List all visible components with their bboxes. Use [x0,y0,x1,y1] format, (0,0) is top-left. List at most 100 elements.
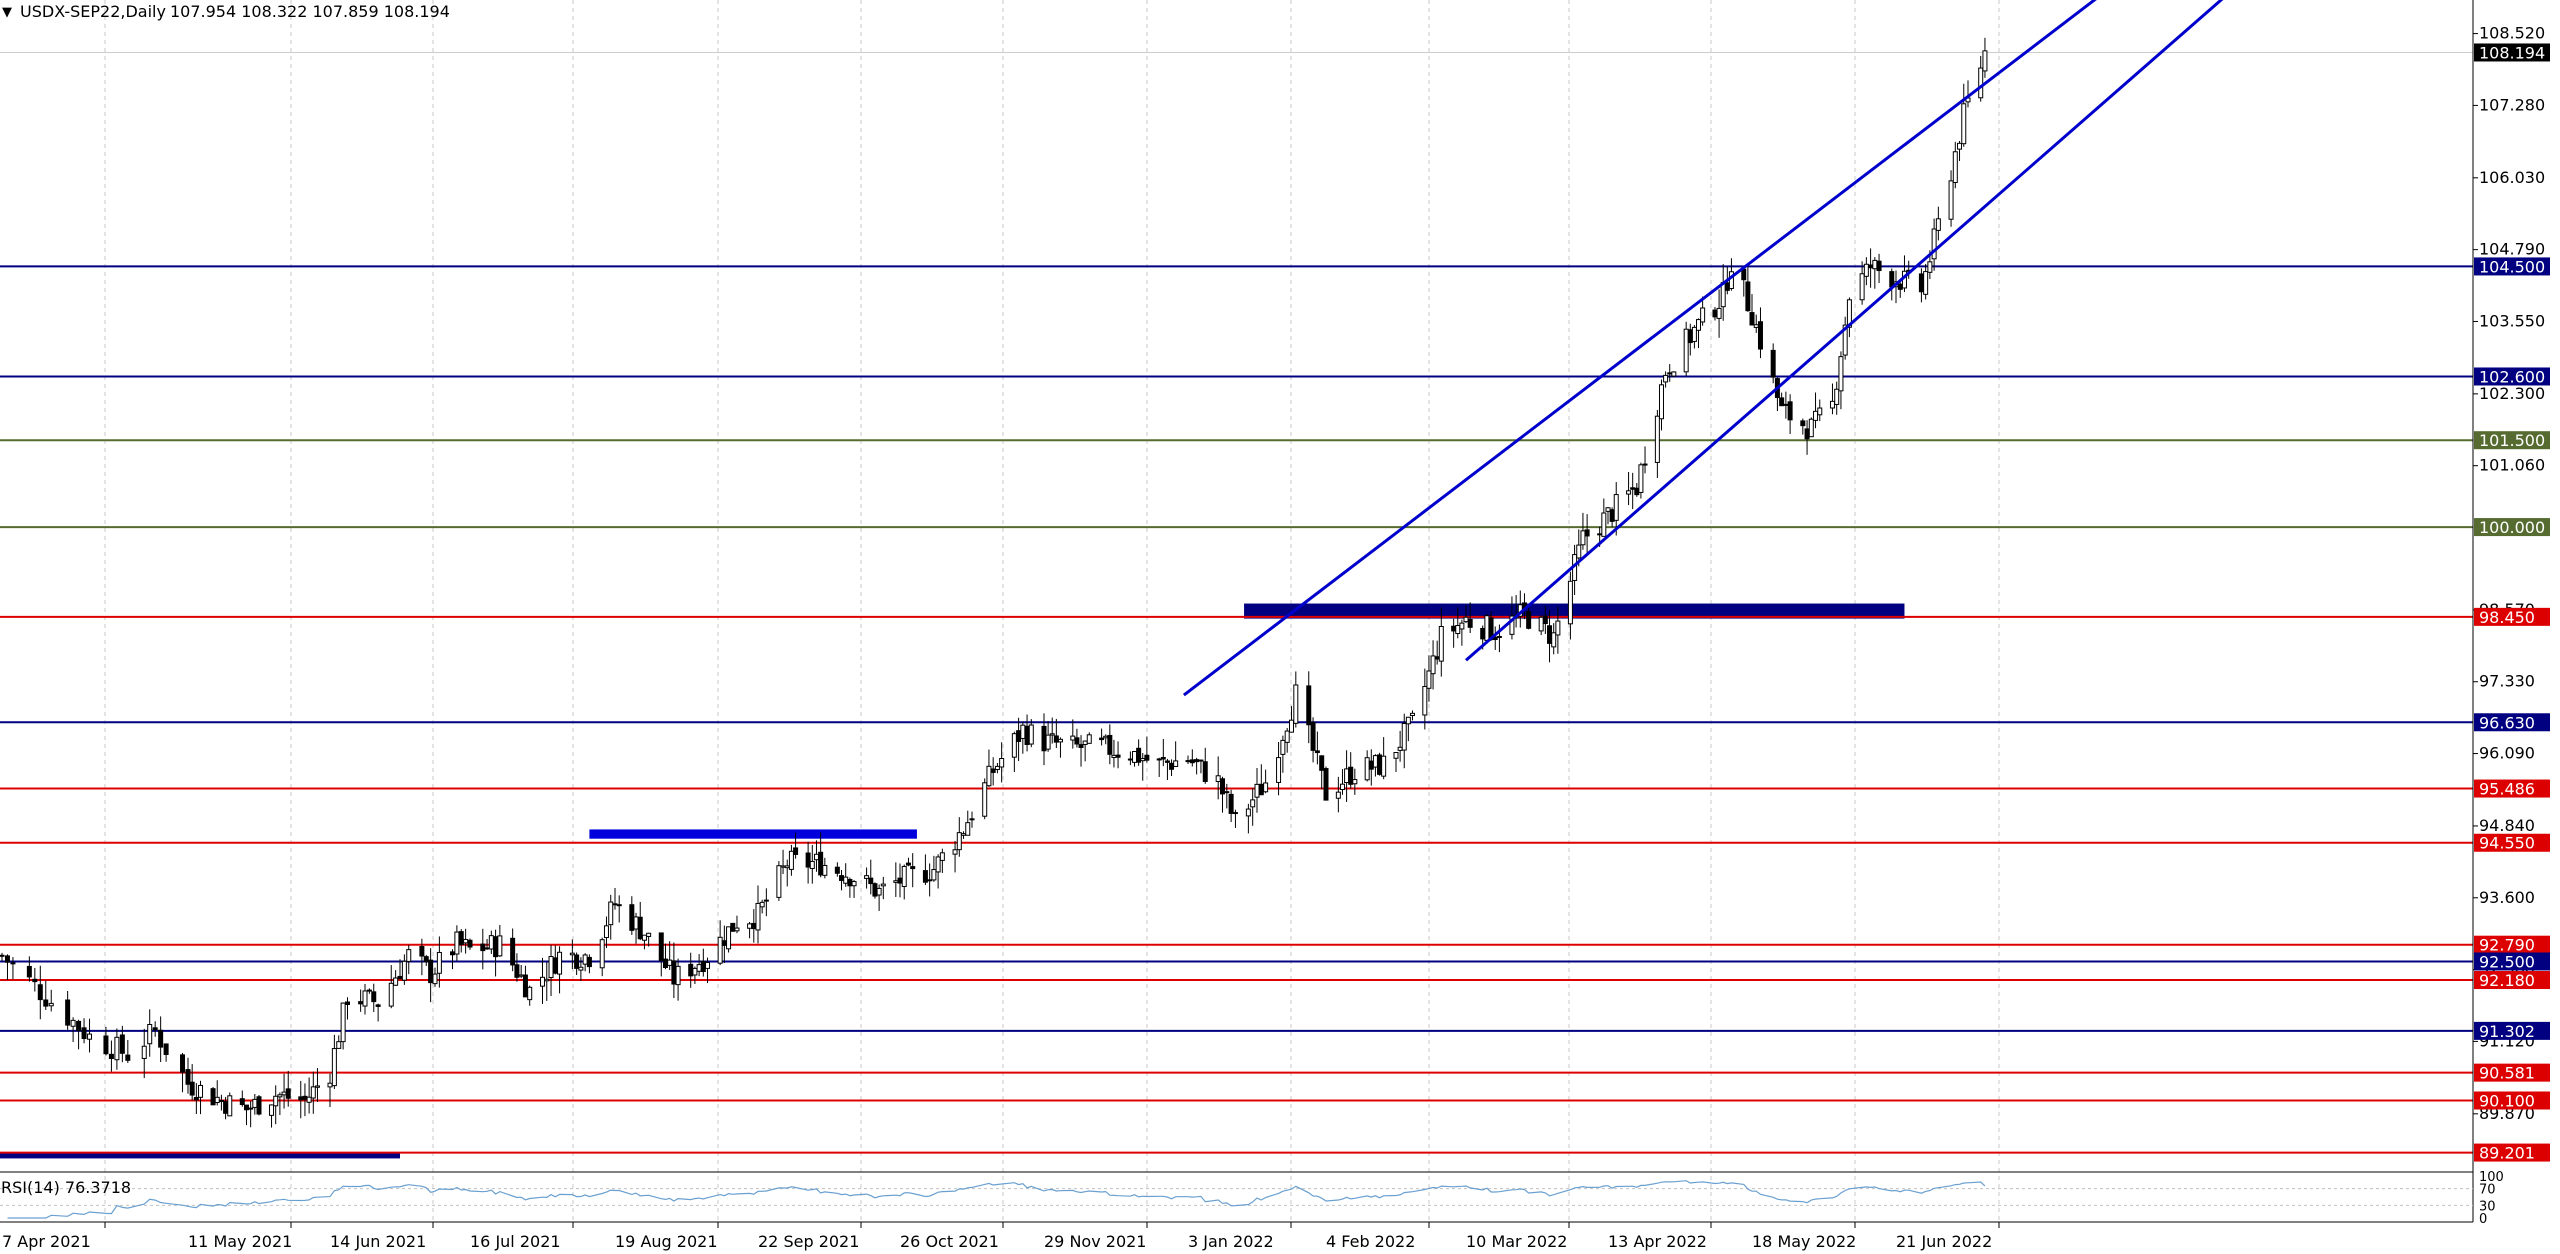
candle-body [419,946,425,957]
candle-body [1397,746,1403,751]
candle-body [1842,324,1848,356]
level-tag-box [2474,952,2550,971]
candle-body [185,1069,191,1085]
candle-body [397,975,403,980]
candle-body [1393,752,1399,759]
level-tag-text: 92.500 [2479,952,2535,971]
candle-body [358,1001,364,1005]
candle-body [152,1027,158,1031]
candle-body [119,1034,125,1054]
candle-body [147,1023,153,1045]
candle-body [256,1096,262,1115]
level-tag-box [2474,367,2550,386]
candle-body [248,1107,254,1110]
candle-body [1372,755,1378,768]
candle-body [1293,684,1299,724]
candle-body [1484,615,1490,641]
candle-body [1931,228,1937,260]
candle-body [1667,372,1673,375]
candle-body [956,832,962,851]
candle-body [813,853,819,861]
candle-body [484,947,490,950]
candle-body [1220,778,1225,795]
level-tag-text: 92.790 [2479,936,2535,955]
x-tick-label: 3 Jan 2022 [1188,1232,1274,1251]
candle-body [223,1101,229,1114]
candle-body [696,964,702,972]
candle-body [905,862,911,866]
rsi-line [7,1180,1986,1219]
level-tag-text: 90.100 [2479,1091,2535,1110]
trend-channel[interactable] [1182,0,2248,697]
candle-body [1923,271,1929,295]
candle-body [1567,580,1573,625]
candle-body [922,870,928,883]
candle-body [700,960,706,973]
candle-body [423,956,429,963]
level-tag-box [2474,1091,2550,1110]
candle-body [1144,754,1150,761]
candle-body [345,1001,350,1005]
candle-body [141,1045,147,1059]
candle-body [340,1002,346,1043]
candle-body [1576,544,1582,559]
x-tick-label: 26 Oct 2021 [900,1232,999,1251]
candle-body [1310,721,1316,751]
candle-body [218,1099,224,1102]
candle-body [1876,260,1882,272]
candle-body [705,961,711,969]
level-tag-box [2474,1143,2550,1162]
candle-body [1634,487,1640,496]
candle-body [1716,307,1722,319]
y-tick-label: 108.520 [2479,24,2545,43]
candle-body [1700,307,1706,323]
x-tick-label: 21 Jun 2022 [1896,1232,1992,1251]
candle-body [1099,737,1105,741]
candle-body [1086,734,1092,744]
candle-body [1194,759,1200,763]
candle-body [388,982,394,1007]
candle-body [582,954,588,965]
candle-body [1401,723,1407,751]
candle-body [1630,487,1636,490]
candle-body [843,876,849,884]
candle-body [1638,464,1644,493]
candle-body [1687,329,1693,344]
candle-body [458,931,464,946]
candle-body [76,1020,82,1032]
candle-body [1156,758,1162,761]
candle-body [805,852,811,868]
candle-body [1745,281,1751,312]
candle-body [1041,725,1047,752]
candle-body [1982,50,1988,72]
candle-body [641,934,647,941]
menu-triangle-icon[interactable]: ▼ [2,5,12,20]
candle-body [608,901,614,926]
candle-body [834,866,840,874]
candle-body [1202,761,1208,782]
candle-body [362,990,368,1007]
candle-body [730,922,736,932]
candle-body [1422,685,1428,716]
candle-body [331,1048,337,1087]
candle-body [366,989,372,992]
candle-body [1438,626,1444,662]
candle-body [1626,490,1632,495]
level-tag-text: 90.581 [2479,1064,2535,1083]
x-tick-label: 16 Jul 2021 [470,1232,561,1251]
candle-body [1164,760,1170,763]
level-tag-box [2474,431,2550,450]
candle-body [868,877,874,885]
candle-body [497,935,503,957]
candle-body [935,856,941,873]
horizontal-levels[interactable] [0,51,2473,1154]
candle-body [1480,627,1486,640]
candle-body [1804,428,1810,440]
candle-body [428,959,434,984]
x-tick-label: 7 Apr 2021 [2,1232,91,1251]
candle-body [1863,263,1869,277]
candle-body [961,833,967,836]
candle-body [1834,388,1840,405]
candle-body [1927,261,1933,273]
